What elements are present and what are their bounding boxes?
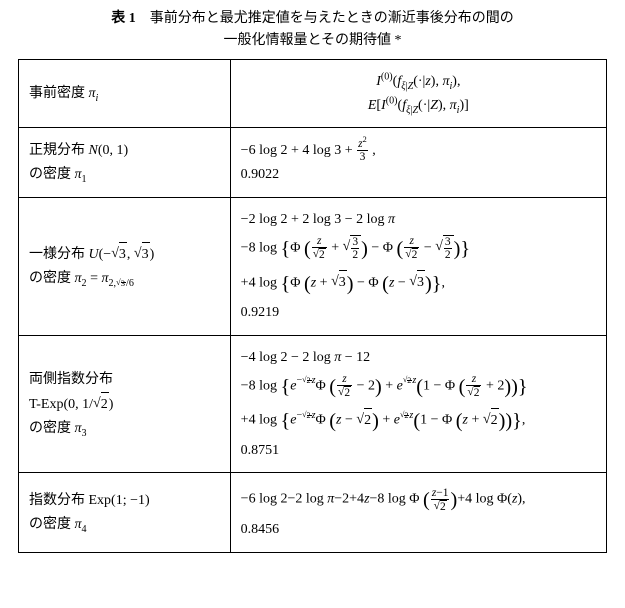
table-row: 両側指数分布 T-Exp(0, 1/2) の密度 π3 −4 log 2 − 2… — [19, 335, 607, 473]
header-left: 事前密度 πi — [19, 59, 231, 128]
expectation-value: 0.8456 — [241, 518, 596, 542]
header-right: I(0)(fξ|Z(·|z), πi), E[I(0)(fξ|Z(·|Z), π… — [230, 59, 606, 128]
table-row: 事前密度 πi I(0)(fξ|Z(·|z), πi), E[I(0)(fξ|Z… — [19, 59, 607, 128]
expr-cell: −6 log 2−2 log π−2+4z−8 log Φ (z−12)+4 l… — [230, 473, 606, 552]
expr-cell: −4 log 2 − 2 log π − 12 −8 log {e−2zΦ (z… — [230, 335, 606, 473]
prior-cell: 両側指数分布 T-Exp(0, 1/2) の密度 π3 — [19, 335, 231, 473]
table-row: 正規分布 N(0, 1) の密度 π1 −6 log 2 + 4 log 3 +… — [19, 128, 607, 198]
expectation-value: 0.9022 — [241, 163, 596, 187]
expectation-value: 0.8751 — [241, 439, 596, 463]
prior-cell: 正規分布 N(0, 1) の密度 π1 — [19, 128, 231, 198]
title-line-1: 事前分布と最尤推定値を与えたときの漸近事後分布の間の — [150, 11, 514, 26]
prior-cell: 指数分布 Exp(1; −1) の密度 π4 — [19, 473, 231, 552]
table-row: 一様分布 U(−3, 3) の密度 π2 = π2,3/6 −2 log 2 +… — [19, 198, 607, 336]
table-caption: 表 1 事前分布と最尤推定値を与えたときの漸近事後分布の間の 一般化情報量とその… — [18, 8, 607, 53]
expectation-value: 0.9219 — [241, 301, 596, 325]
prior-cell: 一様分布 U(−3, 3) の密度 π2 = π2,3/6 — [19, 198, 231, 336]
table-label: 表 1 — [111, 11, 136, 26]
expr-cell: −2 log 2 + 2 log 3 − 2 log π −8 log {Φ (… — [230, 198, 606, 336]
expr-cell: −6 log 2 + 4 log 3 + z23 , 0.9022 — [230, 128, 606, 198]
title-line-2: 一般化情報量とその期待値 * — [223, 33, 401, 48]
table-row: 指数分布 Exp(1; −1) の密度 π4 −6 log 2−2 log π−… — [19, 473, 607, 552]
main-table: 事前密度 πi I(0)(fξ|Z(·|z), πi), E[I(0)(fξ|Z… — [18, 59, 607, 553]
